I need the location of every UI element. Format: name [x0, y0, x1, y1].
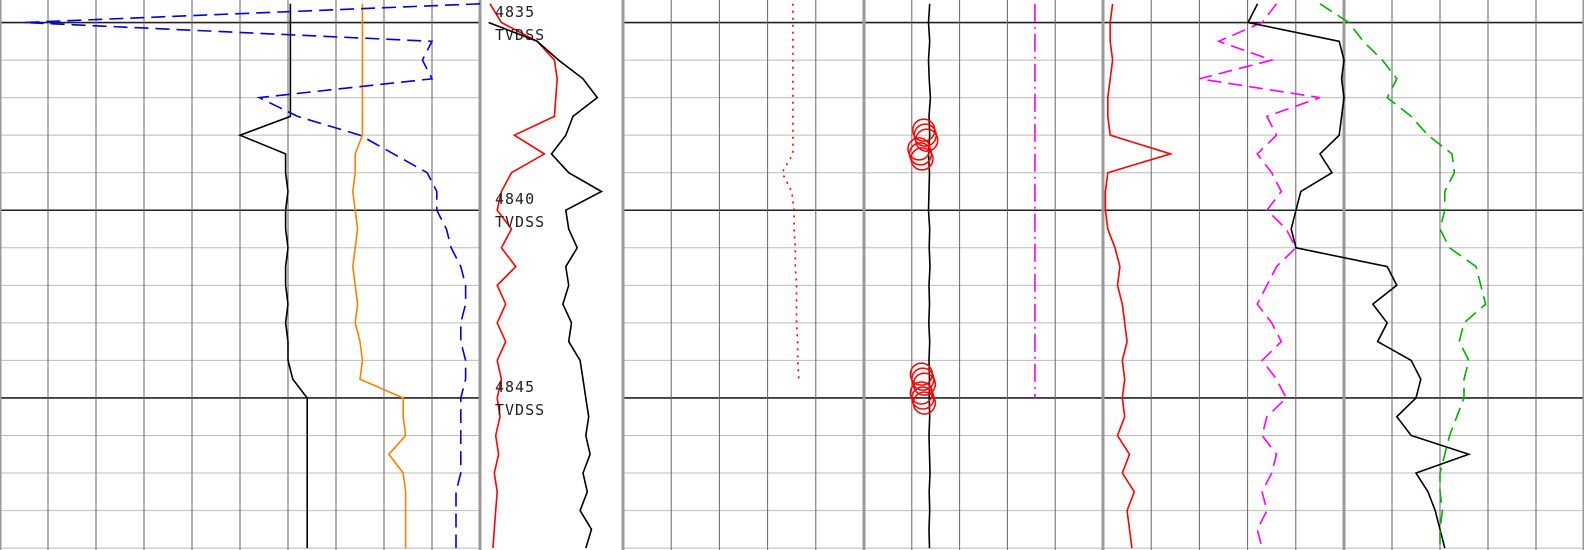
- marker: [912, 372, 937, 396]
- depth-label: 4845 TVDSS: [495, 377, 546, 419]
- log-curve: [489, 3, 559, 549]
- log-curve: [1199, 3, 1321, 549]
- marker: [910, 147, 934, 171]
- marker: [912, 391, 937, 415]
- depth-label: 4840 TVDSS: [495, 190, 546, 232]
- log-curve: [927, 3, 932, 549]
- log-curve: [237, 3, 308, 549]
- log-curve: [488, 21, 604, 549]
- log-curve: [1319, 3, 1487, 549]
- log-curve: [351, 3, 407, 549]
- log-curve: [1104, 3, 1174, 549]
- depth-label: 4835 TVDSS: [495, 2, 546, 44]
- log-curve: [23, 3, 481, 549]
- log-curve: [1246, 3, 1472, 549]
- marker: [915, 128, 939, 152]
